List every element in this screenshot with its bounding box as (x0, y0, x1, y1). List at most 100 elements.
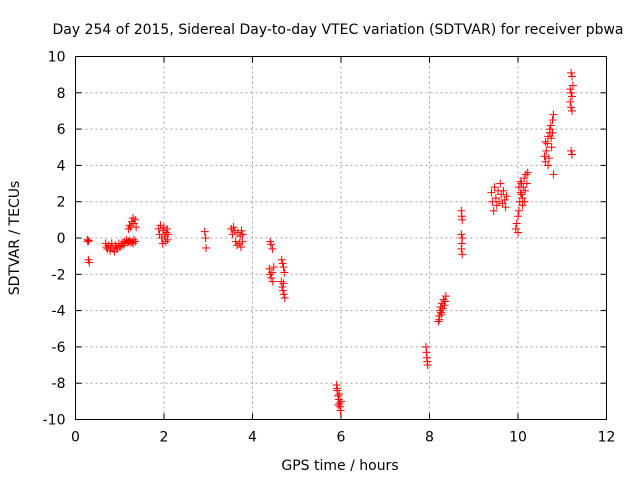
data-point (163, 224, 172, 233)
data-point (542, 146, 551, 155)
y-tick-label: 8 (57, 86, 66, 102)
data-point (269, 263, 278, 272)
data-point (333, 384, 342, 393)
axis-ticks (75, 56, 607, 420)
data-point (520, 174, 529, 183)
data-point (512, 219, 521, 228)
data-point (279, 263, 288, 272)
data-point (549, 170, 558, 179)
data-point (154, 224, 163, 233)
data-point (333, 391, 342, 400)
data-point (119, 241, 128, 250)
data-point (502, 192, 511, 201)
data-point (567, 72, 576, 81)
x-tick-label: 0 (71, 430, 80, 446)
data-point (423, 361, 432, 370)
x-tick-label: 10 (509, 430, 527, 446)
data-point (514, 183, 523, 192)
data-point (494, 197, 503, 206)
y-tick-label: -10 (43, 413, 66, 429)
y-tick-label: -2 (52, 267, 66, 283)
x-tick-label: 8 (425, 430, 434, 446)
data-point (277, 255, 286, 264)
data-point (84, 236, 93, 245)
x-axis-label: GPS time / hours (281, 458, 398, 474)
data-point (162, 228, 171, 237)
data-point (547, 143, 556, 152)
data-point (514, 206, 523, 215)
data-point (514, 228, 522, 237)
data-point (124, 224, 133, 233)
data-point (279, 286, 288, 295)
x-tick-label: 12 (598, 430, 616, 446)
data-point (438, 304, 447, 313)
y-tick-label: -8 (52, 376, 66, 392)
data-point (129, 214, 138, 223)
data-point (107, 239, 116, 248)
data-point (541, 137, 550, 146)
data-point (267, 273, 276, 282)
data-point (544, 161, 553, 170)
data-point (236, 243, 245, 252)
data-point (546, 121, 555, 130)
data-point (490, 183, 499, 192)
data-point (501, 203, 510, 212)
data-point (201, 234, 210, 242)
x-tick-label: 6 (337, 430, 346, 446)
data-point (83, 237, 92, 246)
data-point (568, 81, 577, 90)
data-point (238, 237, 247, 246)
y-tick-label: 0 (57, 231, 66, 247)
data-point (278, 259, 287, 268)
data-point (279, 290, 288, 299)
data-point (280, 268, 289, 277)
data-point (267, 268, 276, 277)
data-point (441, 292, 450, 301)
data-point (335, 390, 344, 399)
data-point (434, 317, 443, 326)
data-point (277, 277, 286, 286)
data-point (278, 283, 287, 292)
data-point (517, 190, 526, 199)
y-tick-label: 10 (48, 50, 66, 66)
data-point (540, 152, 549, 161)
data-point (487, 188, 496, 197)
data-point (267, 240, 276, 249)
data-point (131, 237, 140, 246)
data-point (547, 134, 556, 143)
data-point (458, 215, 467, 224)
data-point (516, 177, 525, 186)
data-point (567, 106, 576, 115)
data-point (440, 297, 449, 306)
data-point (85, 258, 94, 267)
data-point (129, 235, 138, 244)
data-point (111, 241, 120, 250)
y-axis-label: SDTVAR / TECUs (7, 181, 23, 296)
data-point (522, 179, 531, 188)
data-point (457, 244, 466, 253)
data-point (544, 154, 553, 163)
y-tick-label: -4 (52, 304, 66, 320)
data-point (279, 279, 288, 288)
data-point (237, 226, 246, 235)
data-point (268, 277, 277, 286)
data-point (202, 243, 211, 252)
data-point (457, 230, 466, 239)
data-point (543, 139, 552, 148)
data-point (511, 224, 520, 233)
data-point (238, 230, 247, 239)
data-point (521, 186, 530, 195)
grid (75, 56, 607, 420)
data-point (437, 308, 446, 317)
data-point (233, 241, 242, 250)
data-point (156, 221, 165, 230)
data-point (266, 270, 275, 279)
data-point (566, 97, 575, 106)
data-point (567, 68, 576, 77)
data-point (227, 224, 236, 233)
data-point (567, 146, 576, 155)
data-point (567, 88, 576, 97)
data-point (499, 186, 508, 195)
data-point (549, 110, 558, 119)
data-point (280, 293, 289, 302)
